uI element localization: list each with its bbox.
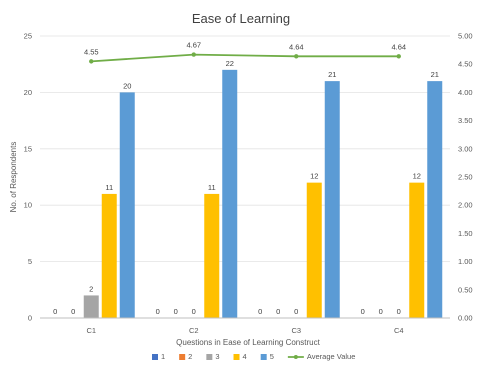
- data-labels: 0 0 2 11 20 0 0 0 11 22 0 0 0 12 21 0 0 0 12 21 4.55 4.67 4.64…: [53, 41, 439, 316]
- legend-line-marker: [293, 355, 298, 359]
- y-tick-label: 0: [28, 314, 32, 323]
- y-tick-label: 10: [24, 201, 32, 210]
- y2-tick-label: 4.50: [458, 60, 473, 69]
- bar: [222, 69, 238, 318]
- bars: [83, 69, 443, 319]
- y2-tick-label: 5.00: [458, 32, 473, 41]
- bar-value-label: 11: [105, 183, 113, 192]
- bar-value-label: 2: [89, 284, 93, 293]
- average-value-label: 4.55: [84, 47, 99, 56]
- x-axis-title: Questions in Ease of Learning Construct: [176, 338, 320, 347]
- gridlines: [40, 35, 450, 319]
- y2-tick-label: 2.00: [458, 201, 473, 210]
- bar-value-label: 21: [328, 70, 336, 79]
- y2-tick-label: 0.00: [458, 314, 473, 323]
- y-axis-title: No. of Respondents: [9, 142, 18, 213]
- bar-value-label: 0: [53, 307, 57, 316]
- bar: [324, 81, 340, 319]
- bar-value-label: 0: [71, 307, 75, 316]
- y-tick-label: 25: [24, 32, 32, 41]
- bar: [119, 92, 135, 319]
- y2-tick-label: 3.00: [458, 144, 473, 153]
- legend-swatch: [260, 354, 267, 360]
- chart-title: Ease of Learning: [192, 11, 290, 26]
- legend-label: 4: [243, 352, 247, 361]
- bar-value-label: 0: [174, 307, 178, 316]
- axes: 05101520250.000.501.001.502.002.503.003.…: [24, 32, 473, 336]
- y2-tick-label: 2.50: [458, 173, 473, 182]
- y-tick-label: 5: [28, 257, 32, 266]
- y-tick-label: 15: [24, 144, 32, 153]
- bar-value-label: 21: [431, 70, 439, 79]
- legend-swatch: [206, 354, 213, 360]
- legend-swatch: [179, 354, 186, 360]
- average-point: [89, 59, 94, 64]
- bar-value-label: 0: [276, 307, 280, 316]
- bar: [204, 193, 220, 318]
- bar-value-label: 0: [294, 307, 298, 316]
- bar: [306, 182, 322, 318]
- bar-value-label: 0: [361, 307, 365, 316]
- legend-label: Average Value: [307, 352, 356, 361]
- y2-tick-label: 3.50: [458, 116, 473, 125]
- average-line: [89, 52, 401, 64]
- legend-label: 1: [161, 352, 165, 361]
- bar-value-label: 0: [379, 307, 383, 316]
- x-tick-label: C2: [189, 326, 199, 335]
- legend-swatch: [152, 354, 158, 360]
- bar-value-label: 0: [192, 307, 196, 316]
- bar: [409, 182, 425, 318]
- bar-value-label: 0: [397, 307, 401, 316]
- average-line-path: [91, 53, 399, 63]
- average-point: [294, 54, 299, 59]
- bar: [427, 81, 443, 319]
- legend-label: 5: [270, 352, 274, 361]
- bar-value-label: 12: [310, 172, 318, 181]
- y2-tick-label: 1.50: [458, 229, 473, 238]
- bar: [83, 295, 99, 318]
- bar-value-label: 11: [208, 183, 216, 192]
- average-value-label: 4.64: [391, 42, 406, 51]
- y-tick-label: 20: [24, 88, 32, 97]
- average-value-label: 4.64: [289, 42, 304, 51]
- legend-label: 3: [215, 352, 219, 361]
- legend-label: 2: [188, 352, 192, 361]
- legend: 1 2 3 4 5 Average Value: [152, 352, 355, 361]
- average-value-label: 4.67: [186, 41, 201, 50]
- y2-tick-label: 0.50: [458, 285, 473, 294]
- bar-value-label: 22: [226, 59, 234, 68]
- bar-value-label: 0: [258, 307, 262, 316]
- y2-tick-label: 1.00: [458, 257, 473, 266]
- x-tick-label: C1: [86, 326, 96, 335]
- legend-swatch: [233, 354, 240, 360]
- x-tick-label: C4: [394, 326, 404, 335]
- bar-value-label: 12: [413, 172, 421, 181]
- bar-value-label: 0: [156, 307, 160, 316]
- x-tick-label: C3: [291, 326, 301, 335]
- average-point: [396, 54, 401, 59]
- y2-tick-label: 4.00: [458, 88, 473, 97]
- average-point: [191, 52, 196, 57]
- bar: [101, 193, 117, 318]
- bar-value-label: 20: [123, 81, 131, 90]
